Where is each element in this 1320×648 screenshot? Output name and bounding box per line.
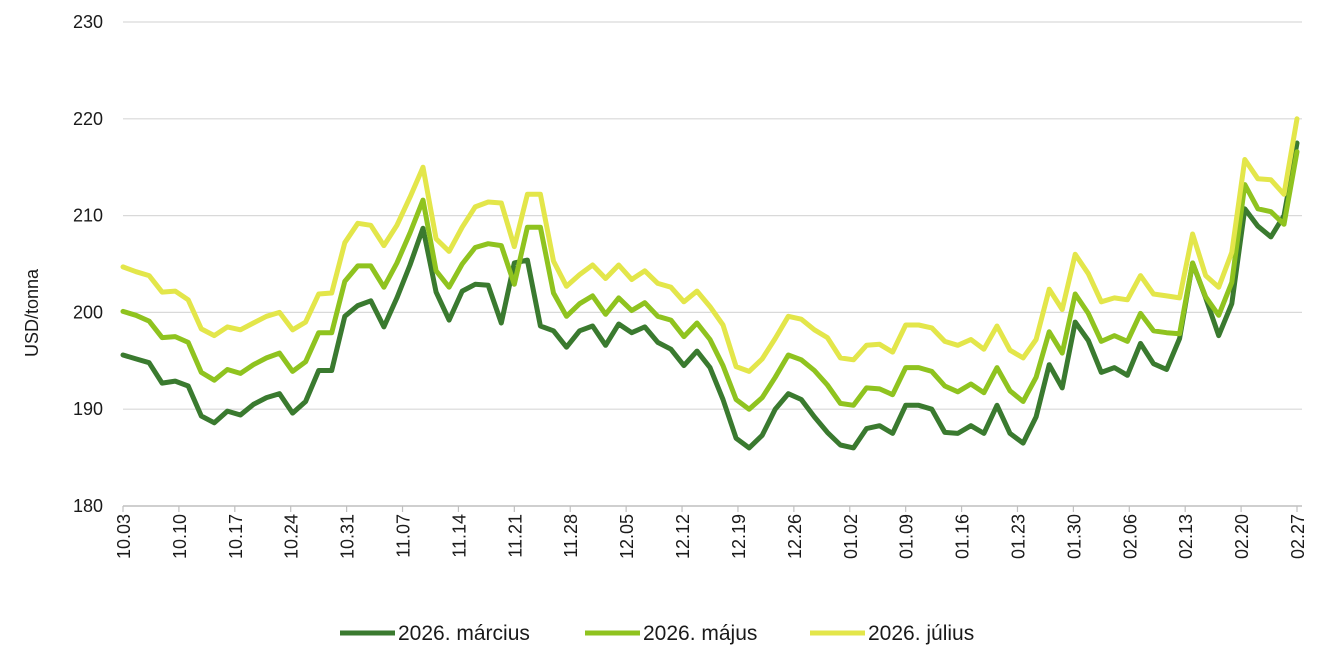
y-tick-label: 220 [73,109,103,129]
y-axis-title: USD/tonna [22,268,42,357]
legend-label: 2026. május [643,622,757,645]
series-line-1 [120,140,1300,451]
x-tick-label: 11.21 [505,514,525,558]
series-line-3 [120,116,1300,374]
x-tick-label: 12.19 [729,514,749,559]
y-tick-label: 200 [73,302,103,322]
series-line-2 [120,149,1300,412]
x-tick-label: 11.28 [561,514,581,558]
x-tick-label: 01.30 [1064,514,1084,559]
y-axis-ticks: 180 190 200 210 220 230 [73,12,103,516]
y-tick-label: 190 [73,399,103,419]
x-tick-label: 02.20 [1232,514,1252,559]
x-tick-label: 01.16 [953,514,973,559]
x-tick-label: 01.02 [841,514,861,559]
x-tick-label: 12.05 [617,514,637,559]
x-tick-label: 11.14 [449,514,469,558]
x-axis-ticks: 10.03 10.10 10.17 10.24 10.31 11.07 11.14 11.21… [114,506,1308,559]
y-tick-label: 230 [73,12,103,32]
y-tick-label: 180 [73,496,103,516]
x-tick-label: 10.10 [170,514,190,559]
x-tick-label: 10.17 [226,514,246,559]
y-tick-label: 210 [73,206,103,226]
series-lines [120,116,1300,451]
legend-label: 2026. július [868,622,974,645]
x-tick-label: 11.07 [394,514,414,558]
x-tick-label: 01.23 [1008,514,1028,559]
x-tick-label: 10.31 [338,514,358,559]
x-tick-label: 01.09 [897,514,917,559]
x-tick-label: 02.13 [1176,514,1196,559]
legend-label: 2026. március [398,622,530,645]
x-tick-label: 12.12 [673,514,693,559]
x-tick-label: 10.24 [282,514,302,559]
x-tick-label: 12.26 [785,514,805,559]
gridlines [123,21,1302,410]
legend: 2026. március 2026. május 2026. július [340,622,974,645]
x-tick-label: 10.03 [114,514,134,559]
x-tick-label: 02.06 [1120,514,1140,559]
x-tick-label: 02.27 [1288,514,1308,559]
